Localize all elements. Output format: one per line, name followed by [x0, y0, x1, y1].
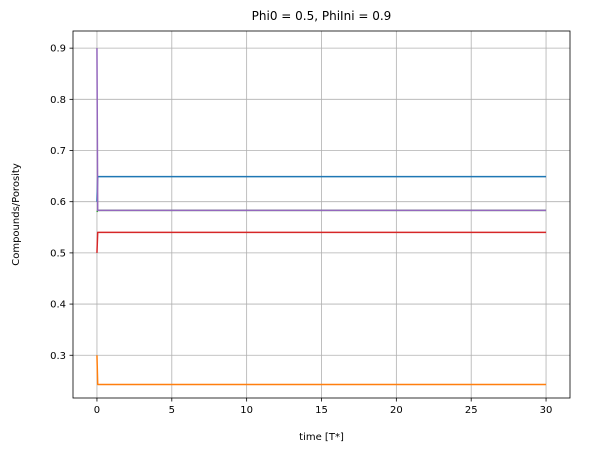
x-tick-label: 10: [240, 405, 253, 416]
x-tick-label: 15: [315, 405, 328, 416]
series-line-4: [96, 231, 547, 253]
series-line-2: [96, 355, 547, 386]
y-tick-label: 0.4: [50, 300, 66, 311]
axis-ticks: 0 5 10 15 20 25 30 0.3 0.4 0.5 0.6 0.7 0.8 0.9: [50, 44, 552, 416]
x-axis-label: time [T*]: [299, 432, 344, 443]
y-tick-label: 0.9: [50, 44, 66, 55]
x-tick-label: 30: [540, 405, 553, 416]
y-tick-label: 0.8: [50, 95, 66, 106]
grid-lines: [73, 31, 570, 398]
y-tick-label: 0.3: [50, 351, 66, 362]
series-lines: [96, 48, 547, 386]
x-tick-label: 20: [390, 405, 403, 416]
x-tick-label: 5: [169, 405, 175, 416]
y-tick-label: 0.5: [50, 248, 66, 259]
x-tick-label: 25: [465, 405, 478, 416]
chart-title: Phi0 = 0.5, PhiIni = 0.9: [252, 9, 392, 23]
y-tick-label: 0.6: [50, 197, 66, 208]
x-tick-label: 0: [94, 405, 100, 416]
y-tick-label: 0.7: [50, 146, 66, 157]
series-line-5: [96, 48, 547, 212]
y-axis-label: Compounds/Porosity: [11, 163, 22, 266]
